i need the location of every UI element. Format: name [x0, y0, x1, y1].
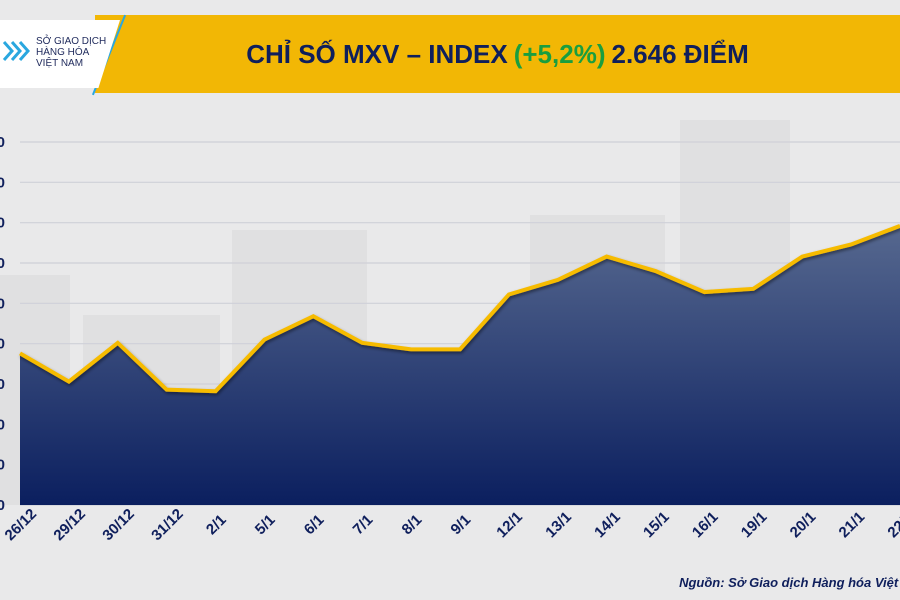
title-prefix: CHỈ SỐ MXV – INDEX	[246, 38, 508, 69]
title-value: 2.646 ĐIỂM	[611, 38, 749, 69]
x-tick-label: 21/1	[836, 508, 869, 541]
title-change: (+5,2%)	[513, 38, 606, 69]
y-tick-label: 2300	[0, 497, 5, 514]
x-tick-label: 5/1	[252, 511, 279, 538]
x-tick-label: 19/1	[738, 508, 771, 541]
x-tick-label: 31/12	[148, 506, 187, 545]
y-tick-label: 2750	[0, 134, 5, 151]
y-tick-label: 2600	[0, 255, 5, 272]
x-tick-label: 8/1	[399, 511, 426, 538]
x-tick-label: 26/12	[2, 506, 41, 545]
y-tick-label: 2700	[0, 174, 5, 191]
chart-title: CHỈ SỐ MXV – INDEX (+5,2%) 2.646 ĐIỂM	[95, 15, 900, 93]
y-tick-label: 2400	[0, 416, 5, 433]
logo-line-2: HÀNG HÓA	[36, 47, 90, 58]
x-tick-label: 6/1	[301, 511, 328, 538]
x-tick-label: 20/1	[787, 508, 820, 541]
x-tick-label: 2/1	[203, 511, 230, 538]
logo-line-3: VIỆT NAM	[36, 58, 84, 69]
x-tick-label: 15/1	[640, 508, 673, 541]
area-fill	[20, 225, 900, 506]
y-tick-label: 2650	[0, 215, 5, 232]
x-tick-label: 30/12	[99, 506, 138, 545]
source-note: Nguồn: Sở Giao dịch Hàng hóa Việt Nam	[679, 575, 900, 590]
x-tick-label: 9/1	[447, 511, 474, 538]
y-tick-label: 2500	[0, 336, 5, 353]
y-tick-label: 2550	[0, 295, 5, 312]
x-tick-label: 13/1	[542, 508, 575, 541]
x-tick-label: 7/1	[350, 511, 377, 538]
logo-line-1: SỞ GIAO DỊCH	[36, 36, 107, 47]
y-tick-label: 2450	[0, 376, 5, 393]
logo	[0, 20, 120, 88]
x-tick-label: 22/1	[884, 508, 900, 541]
header-band	[95, 15, 900, 93]
y-tick-label: 2350	[0, 457, 5, 474]
x-tick-label: 29/12	[50, 506, 89, 545]
logo-chevron-icon	[2, 41, 31, 61]
logo-text: SỞ GIAO DỊCH HÀNG HÓA VIỆT NAM	[36, 36, 106, 69]
x-tick-label: 14/1	[591, 508, 624, 541]
x-tick-label: 12/1	[493, 508, 526, 541]
x-tick-label: 16/1	[689, 508, 722, 541]
